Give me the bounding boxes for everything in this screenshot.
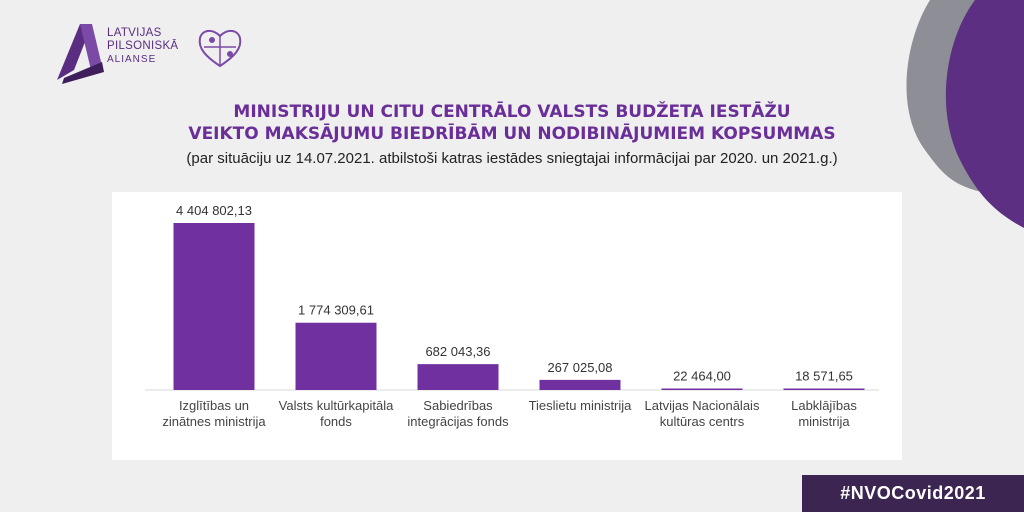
- category-label: Tieslietu ministrija: [529, 398, 633, 413]
- bar: [173, 223, 255, 390]
- chart-title-line-1: MINISTRIJU UN CITU CENTRĀLO VALSTS BUDŽE…: [233, 102, 791, 122]
- category-label: Labklājības: [791, 398, 857, 413]
- logo-graphics: [57, 24, 242, 84]
- category-label: integrācijas fonds: [407, 414, 509, 429]
- bar: [539, 379, 621, 390]
- data-label: 4 404 802,13: [176, 203, 252, 218]
- purple-swoosh-shape: [945, 0, 1024, 228]
- alliance-a-logo-icon: [57, 24, 104, 84]
- data-label: 267 025,08: [547, 360, 612, 375]
- category-label: fonds: [320, 414, 352, 429]
- chart-panel: 4 404 802,13 Izglītības un zinātnes minist…: [112, 192, 902, 460]
- logo-line: PILSONISKĀ: [107, 40, 179, 52]
- category-label: kultūras centrs: [660, 414, 745, 429]
- category-label: Izglītības un: [179, 398, 249, 413]
- category-label: Valsts kultūrkapitāla: [279, 398, 394, 413]
- data-label: 22 464,00: [673, 369, 731, 384]
- bar: [661, 388, 743, 390]
- bar: [417, 364, 499, 390]
- category-label: zinātnes ministrija: [162, 414, 266, 429]
- logo-line: ALIANSE: [107, 54, 157, 65]
- bar: [783, 388, 865, 390]
- category-label: Sabiedrības: [423, 398, 493, 413]
- category-label: ministrija: [798, 414, 850, 429]
- logo-line: LATVIJAS: [107, 27, 162, 39]
- puzzle-heart-icon: [198, 30, 242, 68]
- data-label: 1 774 309,61: [298, 303, 374, 318]
- category-label: Latvijas Nacionālais: [645, 398, 760, 413]
- chart-subtitle: (par situāciju uz 14.07.2021. atbilstoši…: [186, 150, 838, 167]
- data-label: 18 571,65: [795, 369, 853, 384]
- hashtag-badge: #NVOCovid2021: [802, 475, 1024, 512]
- data-label: 682 043,36: [425, 344, 490, 359]
- chart-title-line-2: VEIKTO MAKSĀJUMU BIEDRĪBĀM UN NODIBINĀJU…: [188, 124, 836, 144]
- bar: [295, 322, 377, 390]
- logo-wordmark: LATVIJAS PILSONISKĀ ALIANSE: [107, 27, 178, 66]
